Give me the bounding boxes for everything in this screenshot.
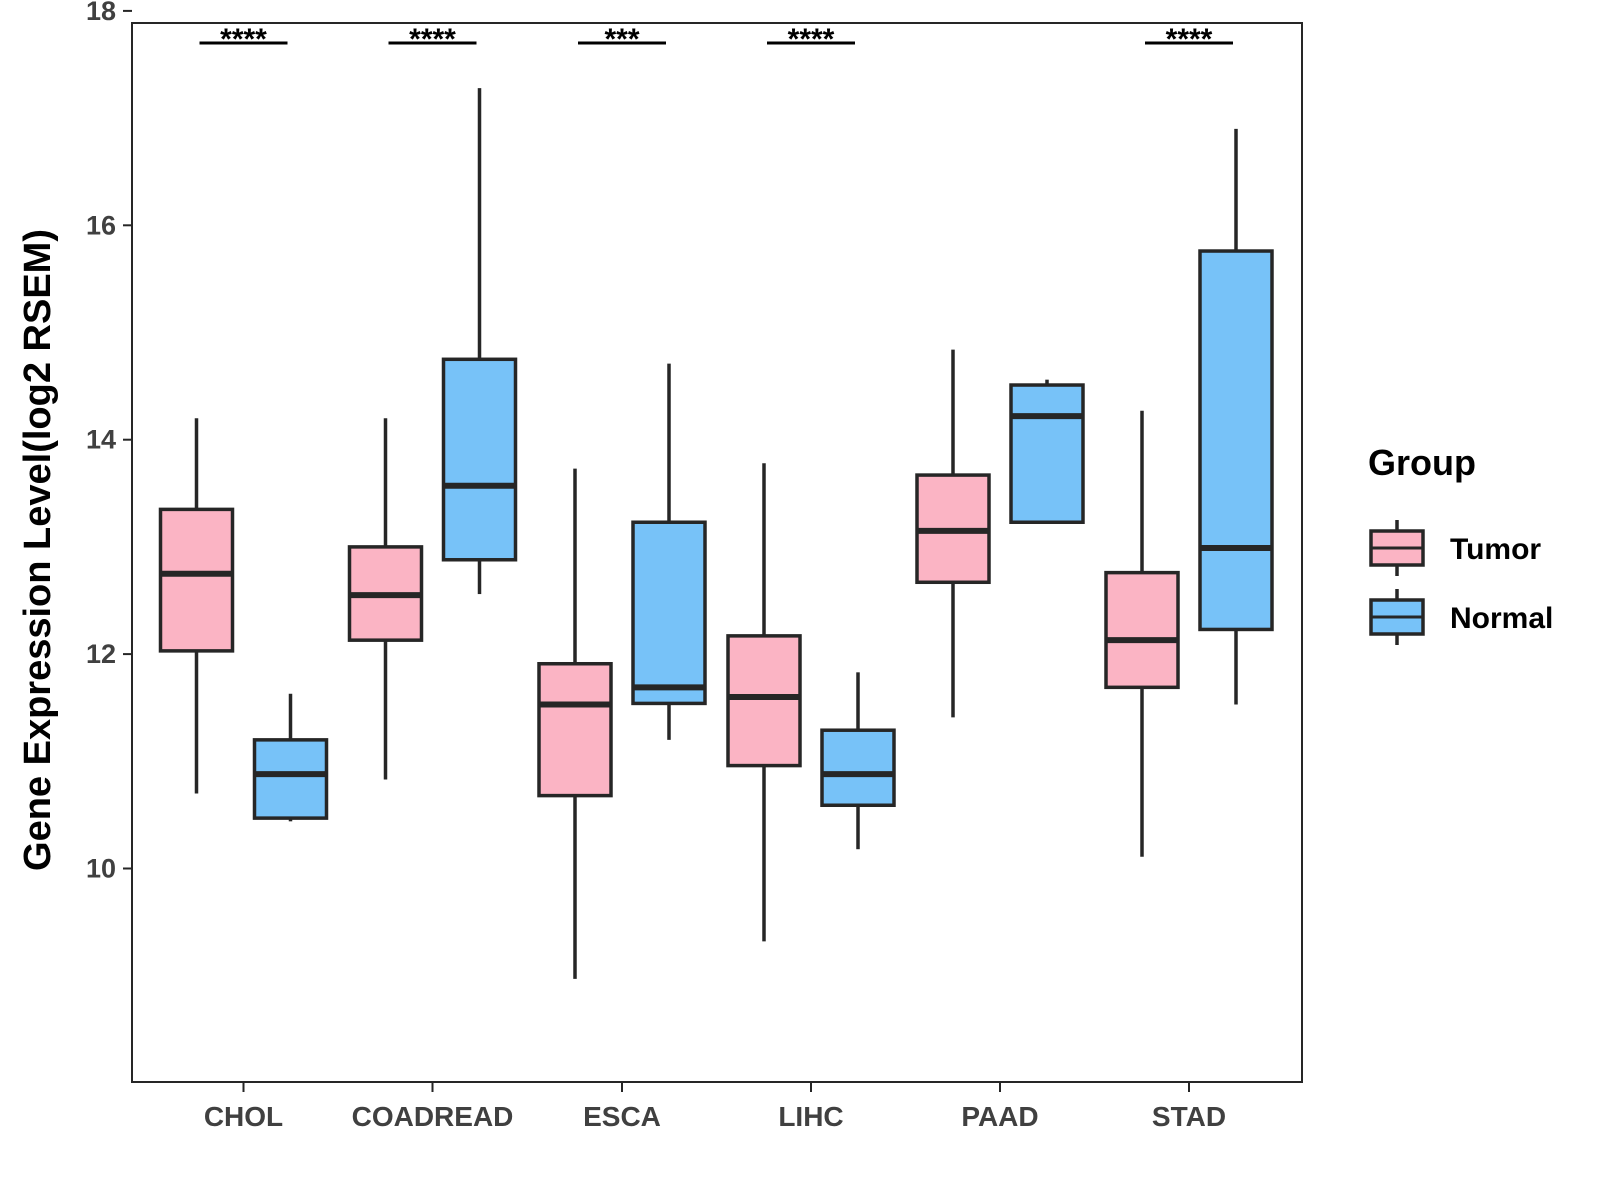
x-tick-label-chol: CHOL xyxy=(204,1101,283,1132)
box-body xyxy=(631,520,707,706)
legend-label-normal: Normal xyxy=(1450,602,1553,635)
box-body xyxy=(441,357,518,562)
box-body xyxy=(252,738,329,820)
legend: Group Tumor Normal xyxy=(1368,442,1553,645)
legend-key-normal xyxy=(1369,589,1425,645)
box-normal-coadread xyxy=(441,88,518,595)
y-tick-label: 18 xyxy=(86,0,116,26)
box-body xyxy=(537,661,613,798)
box-tumor-stad xyxy=(1104,410,1180,857)
x-tick-label-coadread: COADREAD xyxy=(352,1101,514,1132)
box-body xyxy=(158,507,235,653)
plot-area: 10 12 14 16 18 CHOL COADREAD ESCA LIHC PAAD STAD **… xyxy=(86,0,1303,1132)
box-normal-paad xyxy=(1009,379,1085,524)
box-body xyxy=(1009,383,1085,524)
y-tick-label: 14 xyxy=(86,425,116,455)
box-normal-stad xyxy=(1198,128,1274,705)
y-tick-label: 16 xyxy=(86,210,116,240)
x-tick-label-stad: STAD xyxy=(1152,1101,1226,1132)
x-tick-label-lihc: LIHC xyxy=(778,1101,843,1132)
significance-label-lihc: **** xyxy=(788,23,835,56)
legend-title: Group xyxy=(1368,442,1476,483)
x-tick-label-esca: ESCA xyxy=(583,1101,661,1132)
box-tumor-chol xyxy=(158,418,235,794)
significance-label-stad: **** xyxy=(1166,23,1213,56)
x-tick-label-paad: PAAD xyxy=(961,1101,1038,1132)
box-body xyxy=(820,728,896,808)
box-body xyxy=(1104,570,1180,690)
box-tumor-lihc xyxy=(726,463,802,942)
box-body xyxy=(1198,249,1274,632)
significance-label-chol: **** xyxy=(220,23,267,56)
y-tick-label: 12 xyxy=(86,639,116,669)
box-tumor-coadread xyxy=(347,418,424,780)
legend-label-tumor: Tumor xyxy=(1450,533,1541,566)
box-tumor-esca xyxy=(537,468,613,979)
box-normal-chol xyxy=(252,693,329,822)
box-normal-lihc xyxy=(820,672,896,850)
box-normal-esca xyxy=(631,363,707,740)
panel-border xyxy=(131,22,1303,1083)
legend-key-tumor xyxy=(1369,520,1425,576)
box-tumor-paad xyxy=(915,349,991,718)
significance-label-coadread: **** xyxy=(409,23,456,56)
box-body xyxy=(726,634,802,768)
y-tick-label: 10 xyxy=(86,854,116,884)
y-axis-title: Gene Expression Level(log2 RSEM) xyxy=(17,229,59,871)
significance-label-esca: *** xyxy=(604,23,639,56)
